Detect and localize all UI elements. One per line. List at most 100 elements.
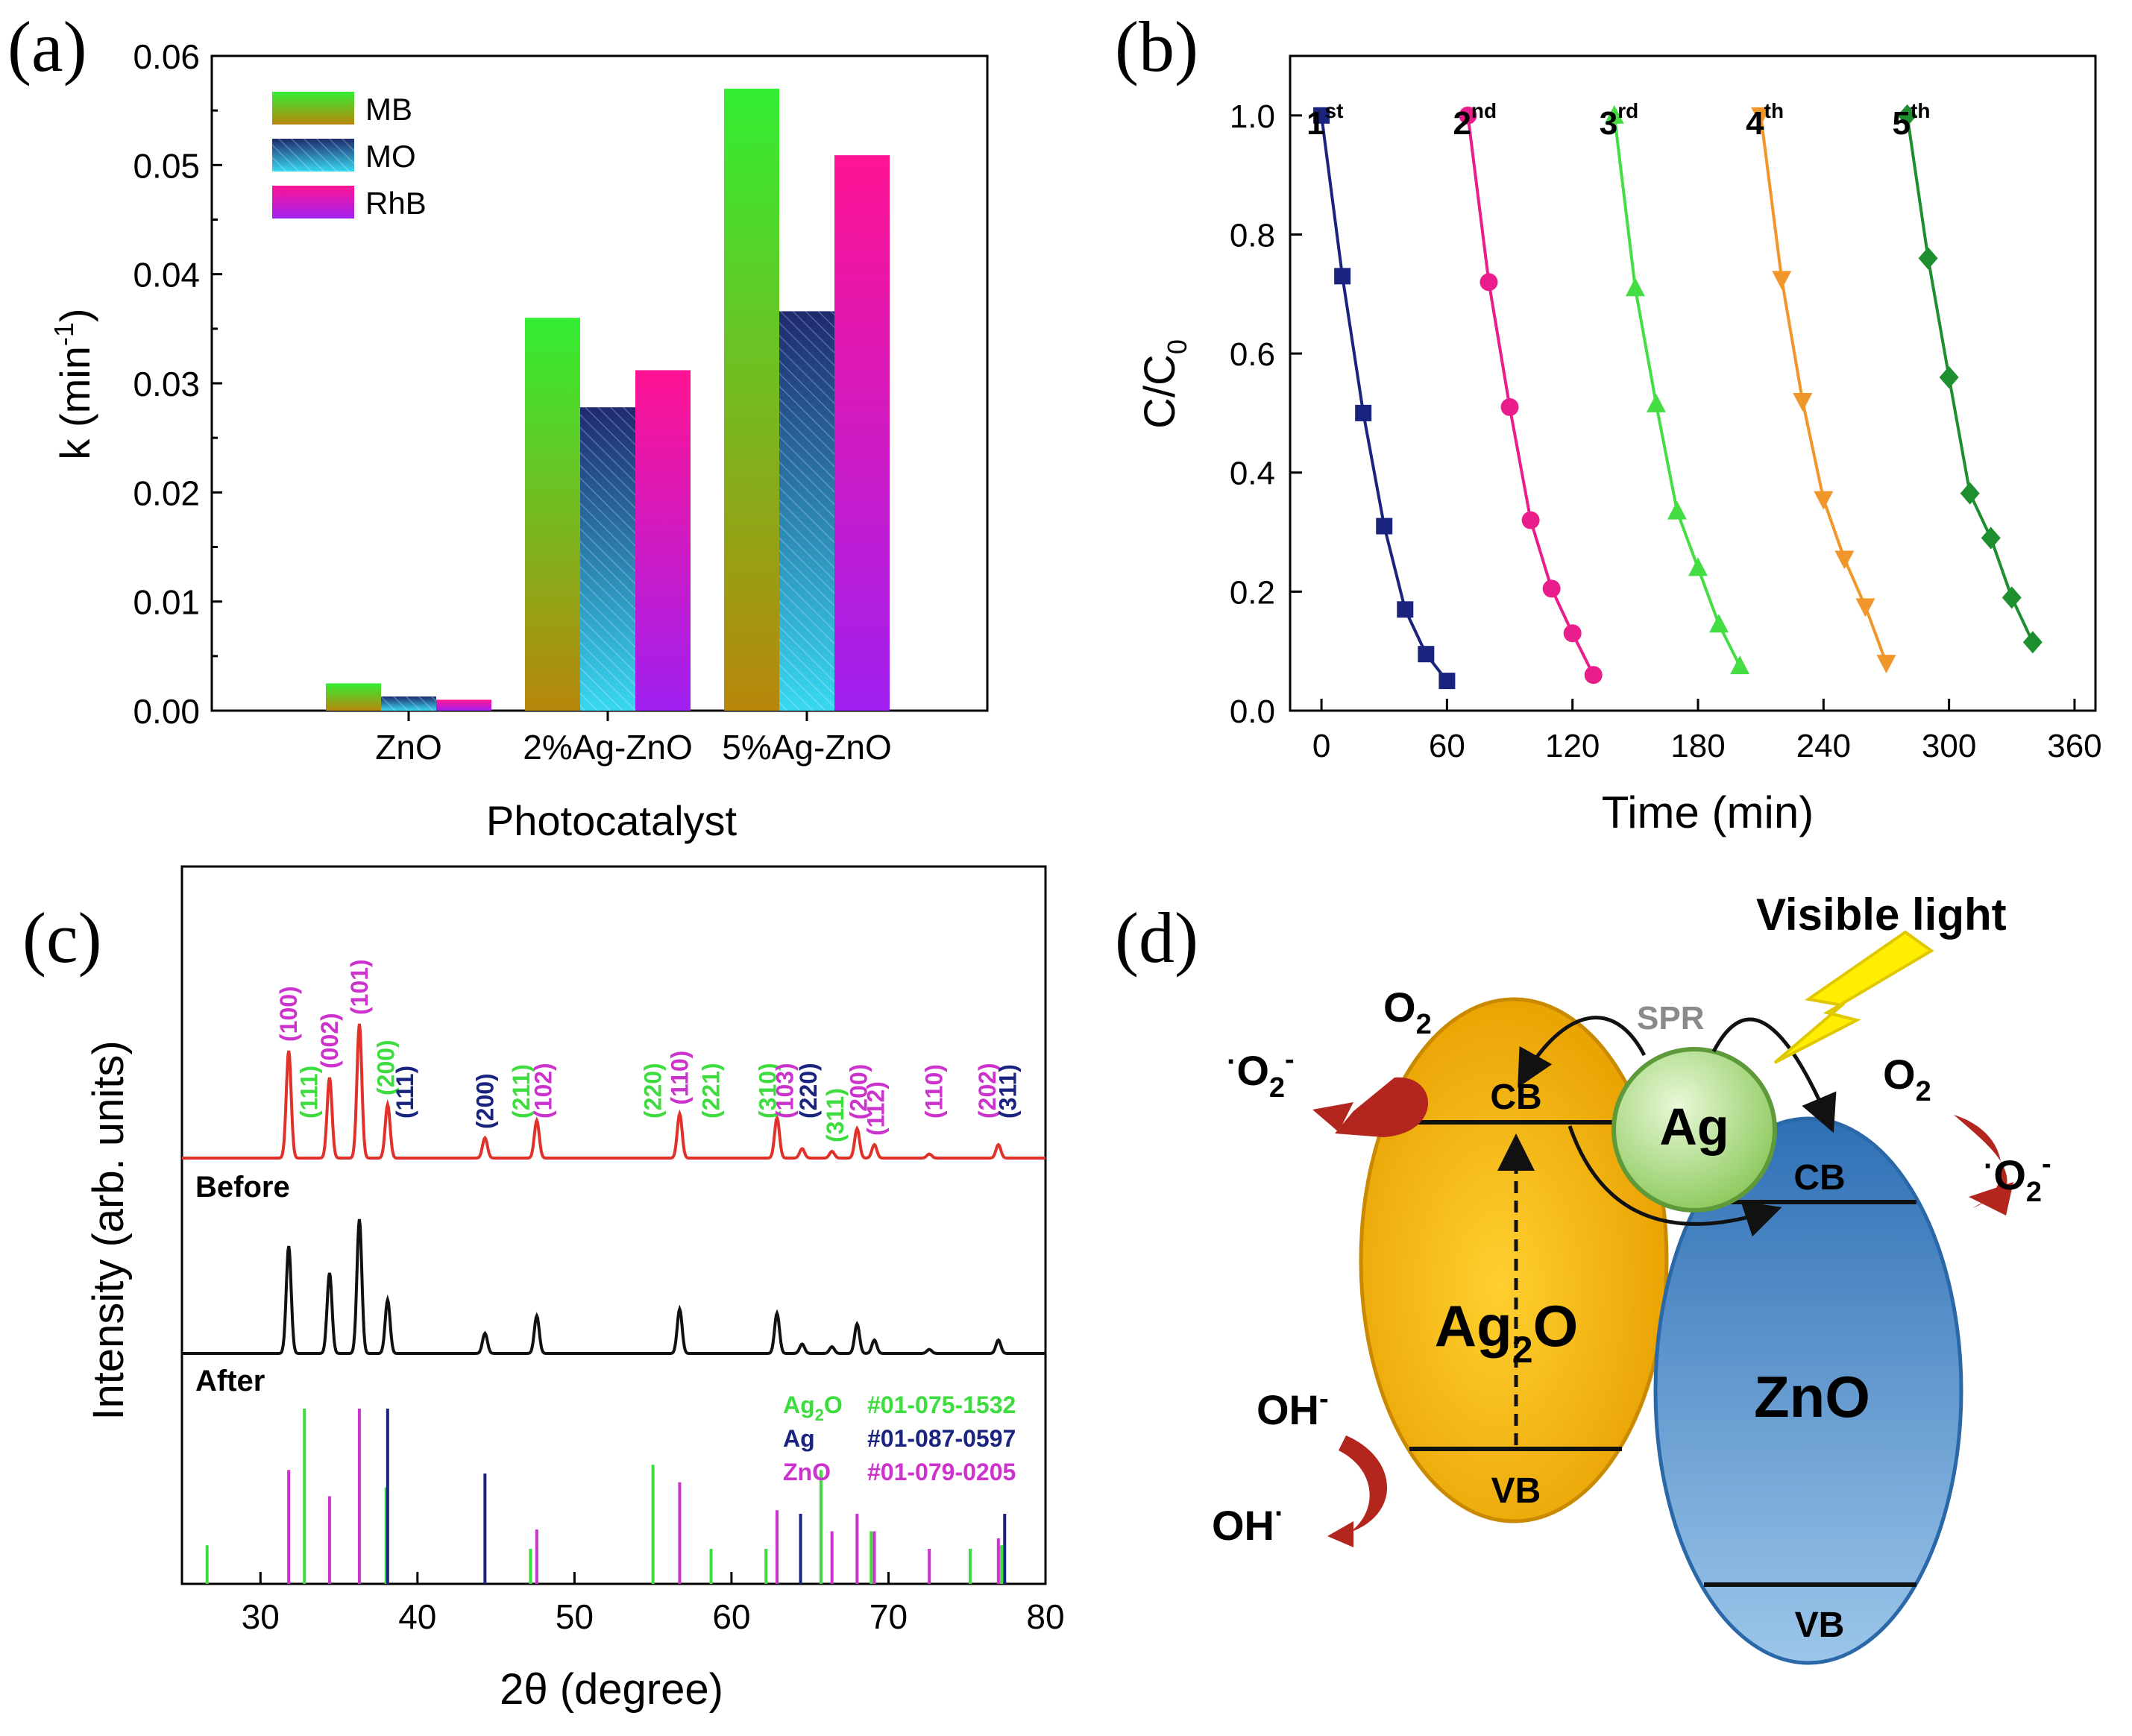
x-tick-label-5%Ag-ZnO: 5%Ag-ZnO <box>722 728 892 767</box>
x-tick-label: 40 <box>398 1597 436 1636</box>
marker <box>1834 550 1855 570</box>
oh-oxidation-arrow <box>1339 1435 1388 1532</box>
arrow-head-left-top <box>1312 1102 1353 1132</box>
legend-swatch-MB <box>272 92 354 125</box>
spr-to-zno-arrow <box>1711 1017 1837 1133</box>
marker <box>1793 392 1813 412</box>
panel-a-bars <box>326 88 890 711</box>
series-label-1st: 1st <box>1306 99 1343 142</box>
marker <box>1646 393 1666 412</box>
hydroxyl-radical-label: OH· <box>1212 1497 1284 1549</box>
hkl-label-ZnO: (101) <box>346 959 373 1015</box>
hkl-label-ZnO: (112) <box>863 1081 890 1136</box>
panel-c: (c) 30 40 50 60 70 80 (100)(111)(002)(101)(20… <box>22 865 1065 1714</box>
legend-entry-Ag2O: Ag2O <box>783 1391 843 1424</box>
marker <box>1313 107 1330 124</box>
panel-label-c: (c) <box>22 898 102 978</box>
y-tick-label: 0.01 <box>133 583 200 622</box>
y-tick-label: 0.6 <box>1230 336 1275 373</box>
marker <box>1814 491 1834 510</box>
ag-label: Ag <box>1659 1098 1729 1156</box>
marker <box>1855 598 1875 617</box>
hkl-label-Ag2O: (111) <box>296 1066 323 1119</box>
zno-cb-label: CB <box>1793 1158 1845 1198</box>
hydroxide-label: OH- <box>1257 1383 1329 1433</box>
marker <box>1563 624 1582 643</box>
y-tick-label: 0.03 <box>133 365 200 403</box>
superoxide-left-label: ·O2- <box>1227 1044 1295 1104</box>
legend-swatch-RhB <box>272 186 354 218</box>
panel-a-y-axis: 0.00 0.01 0.02 0.03 0.04 0.05 0.06 <box>133 37 222 731</box>
legend-swatch-hatch-MO <box>272 139 354 172</box>
hkl-label-Ag: (220) <box>795 1063 822 1119</box>
hkl-label-ZnO: (110) <box>666 1051 693 1105</box>
ag2o-label: Ag2O <box>1435 1293 1578 1371</box>
legend-code-Ag: #01-087-0597 <box>867 1425 1016 1452</box>
bar-RhB-5%Ag-ZnO <box>834 155 890 711</box>
xrd-pattern-reference-red <box>182 1023 1045 1160</box>
panel-c-legend: Ag2O #01-075-1532 Ag #01-087-0597 ZnO #01-079… <box>783 1391 1016 1485</box>
arrow-head-oh <box>1327 1521 1353 1547</box>
panel-label-d: (d) <box>1115 898 1198 978</box>
hkl-label-Ag2O: (200) <box>373 1040 400 1095</box>
legend-label-RhB: RhB <box>365 186 427 221</box>
legend-label-MB: MB <box>365 92 412 127</box>
x-tick-label: 360 <box>2047 728 2101 764</box>
panel-b-axes: 0 60 120 180 240 300 360 0.0 0.2 0.4 0.6 0.8 1.0 <box>1230 98 2102 764</box>
bar-hatch-MO-ZnO <box>381 696 436 711</box>
bar-MB-5%Ag-ZnO <box>724 88 779 711</box>
hkl-label-ZnO: (002) <box>316 1013 343 1069</box>
ag2o-vb-label: VB <box>1491 1471 1541 1511</box>
panel-a-x-axis: ZnO 2%Ag-ZnO 5%Ag-ZnO <box>375 711 892 767</box>
x-tick-label: 30 <box>242 1597 280 1636</box>
marker <box>1709 614 1729 633</box>
hkl-label-Ag2O: (311) <box>822 1088 849 1142</box>
hkl-label-ZnO: (103) <box>771 1063 798 1119</box>
panel-a: (a) 0.00 0.01 0.02 0.03 0.04 0.05 0.06 ZnO 2%Ag… <box>7 7 989 844</box>
y-tick-label: 0.4 <box>1230 456 1275 492</box>
marker <box>1334 268 1351 285</box>
series-line-3rd <box>1612 115 1741 667</box>
hkl-label-ZnO: (110) <box>921 1064 948 1119</box>
hkl-label-Ag: (200) <box>471 1073 498 1129</box>
y-tick-label: 0.2 <box>1230 574 1275 611</box>
marker <box>1376 518 1393 535</box>
marker <box>2022 631 2043 654</box>
panel-c-reference-sticks <box>205 1409 1007 1584</box>
marker <box>1479 273 1498 292</box>
ag-nanoparticle <box>1611 1047 1777 1213</box>
series-label-4th: 4th <box>1746 99 1784 142</box>
hkl-label-Ag2O: (221) <box>698 1063 725 1119</box>
panel-b-frame <box>1289 54 2097 712</box>
y-tick-label: 0.0 <box>1230 694 1275 730</box>
x-tick-label-ZnO: ZnO <box>375 728 441 767</box>
bar-hatch-MO-5%Ag-ZnO <box>779 311 834 711</box>
o2-right-label: O2 <box>1883 1051 1931 1107</box>
x-tick-label: 240 <box>1796 728 1851 764</box>
x-tick-label: 0 <box>1312 728 1330 764</box>
o2-reduction-arrow-left <box>1335 1077 1429 1137</box>
legend-entry-Ag: Ag <box>783 1425 815 1452</box>
hkl-label-Ag2O: (211) <box>508 1064 535 1119</box>
panel-d: (d) Visible light SPR A <box>1115 890 2051 1665</box>
panel-c-hkl-labels: (100)(111)(002)(101)(200)(111) (200) (211)… <box>275 959 1021 1142</box>
spr-label: SPR <box>1637 1000 1704 1037</box>
panel-b: (b) 0 60 120 180 240 300 360 0.0 0.2 0.4 0.6 0.8 1.0… <box>1115 7 2102 837</box>
marker <box>1688 557 1708 576</box>
arrow-head-right <box>1969 1182 2013 1215</box>
marker <box>1772 271 1792 290</box>
legend-entry-ZnO: ZnO <box>783 1459 831 1485</box>
marker <box>1960 482 1980 505</box>
hkl-label-Ag: (311) <box>994 1064 1021 1119</box>
series-line-1st <box>1320 115 1448 682</box>
y-tick-label: 0.06 <box>133 37 200 76</box>
panel-c-y-label: Intensity (arb. units) <box>84 1040 133 1420</box>
spr-to-ag2o-arrow <box>1518 1016 1647 1088</box>
x-tick-label: 300 <box>1922 728 1976 764</box>
marker <box>1625 277 1645 297</box>
hkl-label-Ag2O: (310) <box>754 1063 781 1119</box>
x-tick-label: 60 <box>712 1597 750 1636</box>
legend-code-ZnO: #01-079-0205 <box>867 1459 1016 1485</box>
y-tick-label: 0.8 <box>1230 217 1275 254</box>
